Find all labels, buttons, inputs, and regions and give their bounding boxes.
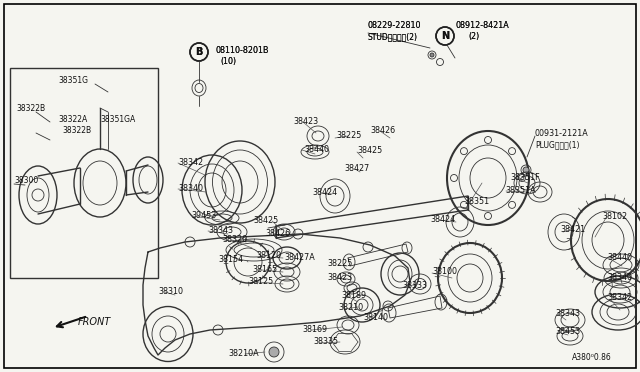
Text: 38424: 38424 xyxy=(312,187,337,196)
Text: 38333: 38333 xyxy=(402,280,427,289)
Text: 38426: 38426 xyxy=(265,228,290,237)
Text: 38210A: 38210A xyxy=(228,349,259,357)
Text: 38342: 38342 xyxy=(178,157,203,167)
Text: N: N xyxy=(441,31,449,41)
Text: 38102: 38102 xyxy=(602,212,627,221)
Text: 38351G: 38351G xyxy=(58,76,88,85)
Text: (2): (2) xyxy=(468,32,479,41)
Text: 39453: 39453 xyxy=(191,211,216,219)
Text: 38154: 38154 xyxy=(218,256,243,264)
Text: 38225: 38225 xyxy=(327,259,353,267)
Text: 00931-2121A: 00931-2121A xyxy=(535,129,589,138)
Text: 38351: 38351 xyxy=(464,196,489,205)
Text: 38189: 38189 xyxy=(341,291,366,299)
Text: 38351F: 38351F xyxy=(510,173,540,182)
Text: 38120: 38120 xyxy=(256,251,281,260)
Text: 08912-8421A: 08912-8421A xyxy=(456,21,509,30)
Text: 38225: 38225 xyxy=(336,131,362,140)
Text: B: B xyxy=(195,47,203,57)
Text: 38423: 38423 xyxy=(327,273,352,282)
Text: 38335: 38335 xyxy=(313,337,338,346)
Text: 38343: 38343 xyxy=(555,308,580,317)
Text: 38343: 38343 xyxy=(208,225,233,234)
Text: N: N xyxy=(441,31,449,41)
Text: 38440: 38440 xyxy=(607,253,632,263)
Text: 38440: 38440 xyxy=(304,144,329,154)
Text: 38322B: 38322B xyxy=(16,104,45,113)
Text: 38351A: 38351A xyxy=(505,186,536,195)
Text: 38351GA: 38351GA xyxy=(100,115,135,124)
Text: (10): (10) xyxy=(220,57,236,66)
Text: 38426: 38426 xyxy=(370,125,395,135)
Text: (10): (10) xyxy=(220,57,236,66)
Bar xyxy=(10,68,158,278)
Text: STUDスタッド(2): STUDスタッド(2) xyxy=(368,32,418,41)
Circle shape xyxy=(269,347,279,357)
Text: 08229-22810: 08229-22810 xyxy=(368,21,422,30)
Text: A380⁰0.86: A380⁰0.86 xyxy=(572,353,612,362)
Text: 38340: 38340 xyxy=(178,183,203,192)
Text: PLUGプラグ(1): PLUGプラグ(1) xyxy=(535,140,579,149)
Text: 38427: 38427 xyxy=(344,164,369,173)
Text: 38210: 38210 xyxy=(338,304,363,312)
Text: 38427A: 38427A xyxy=(284,253,315,263)
Text: 38140: 38140 xyxy=(363,312,388,321)
Text: 38340: 38340 xyxy=(607,273,632,282)
Text: (2): (2) xyxy=(468,32,479,41)
Text: 38425: 38425 xyxy=(357,145,382,154)
Text: 38423: 38423 xyxy=(293,116,318,125)
Text: 38425: 38425 xyxy=(253,215,278,224)
Text: 38320: 38320 xyxy=(222,234,247,244)
Circle shape xyxy=(523,167,529,173)
Text: 38322A: 38322A xyxy=(58,115,87,124)
Text: 38100: 38100 xyxy=(432,267,457,276)
Text: STUDスタッド(2): STUDスタッド(2) xyxy=(368,32,418,41)
Text: 38165: 38165 xyxy=(252,264,277,273)
Text: 08110-8201B: 08110-8201B xyxy=(215,46,269,55)
Text: 38342: 38342 xyxy=(607,294,632,302)
Text: 38300: 38300 xyxy=(14,176,38,185)
Text: 38453: 38453 xyxy=(555,327,580,336)
Text: B: B xyxy=(195,47,203,57)
Text: 08229-22810: 08229-22810 xyxy=(368,21,422,30)
Text: 38322B: 38322B xyxy=(62,126,91,135)
Text: 38310: 38310 xyxy=(158,286,183,295)
Text: 38125: 38125 xyxy=(248,276,273,285)
Text: 38421: 38421 xyxy=(560,224,585,234)
Text: 38169: 38169 xyxy=(302,324,327,334)
Circle shape xyxy=(430,53,434,57)
Text: FRONT: FRONT xyxy=(78,317,111,327)
Text: 38424: 38424 xyxy=(430,215,455,224)
Text: 08912-8421A: 08912-8421A xyxy=(456,21,509,30)
Text: 08110-8201B: 08110-8201B xyxy=(215,46,269,55)
